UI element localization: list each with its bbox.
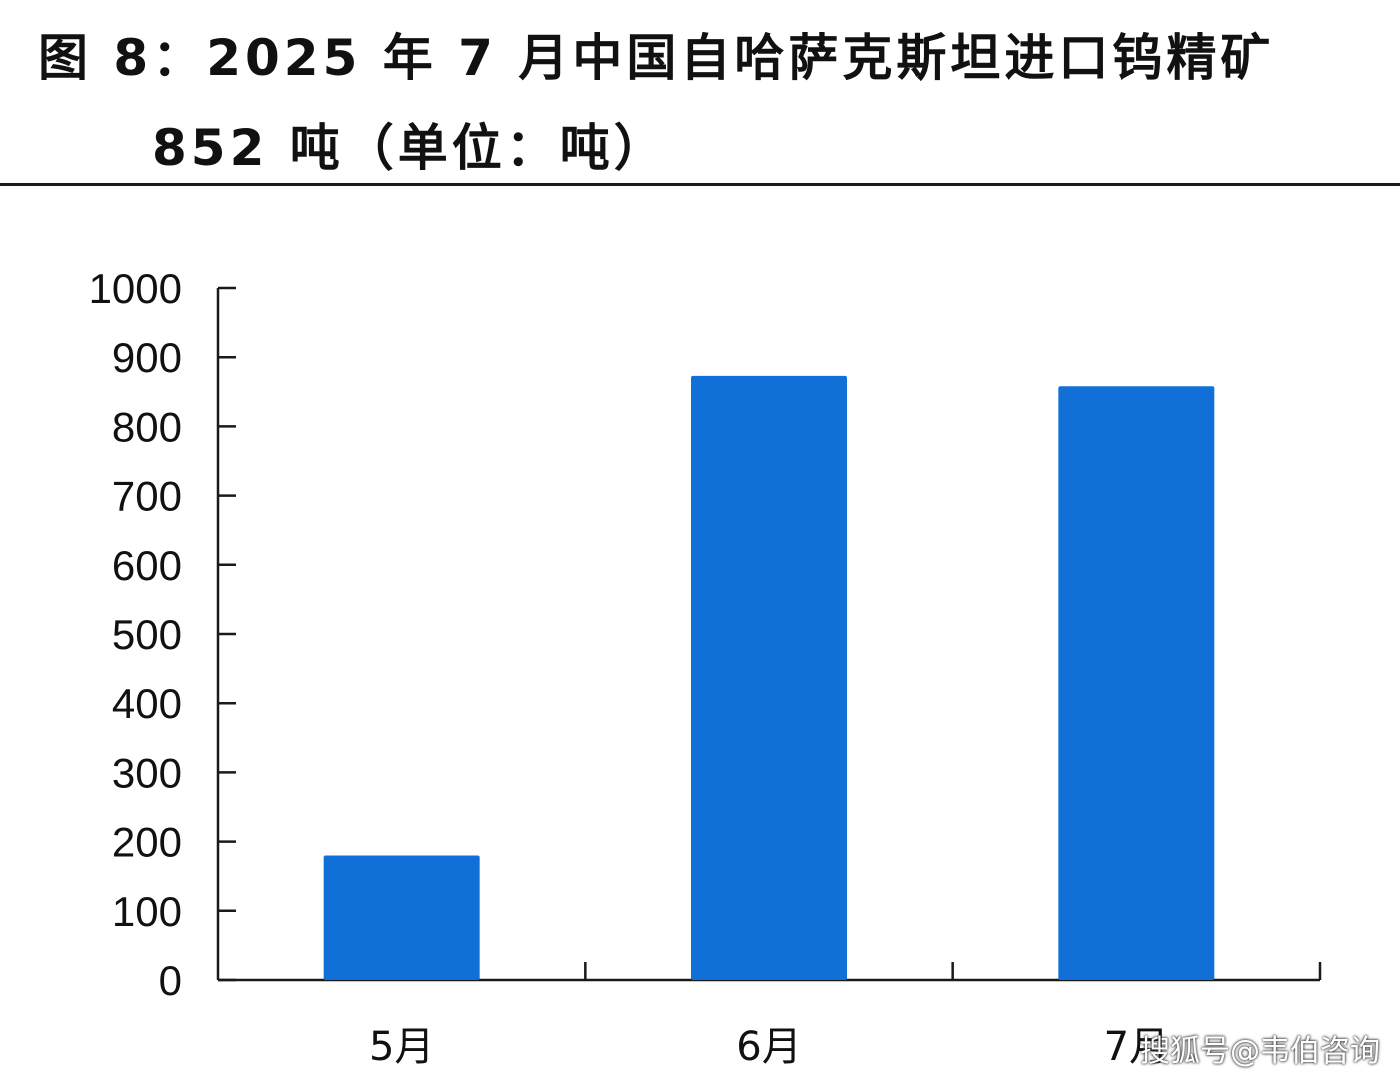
chart-title: 图 8：2025 年 7 月中国自哈萨克斯坦进口钨精矿 <box>38 29 1275 87</box>
chart-subtitle: 852 吨（单位：吨） <box>152 119 668 177</box>
x-category-label: 5月 <box>369 1024 434 1070</box>
y-tick-label: 700 <box>112 473 182 520</box>
bar-2 <box>691 375 847 980</box>
y-tick-label: 500 <box>112 611 182 658</box>
y-tick-label: 400 <box>112 680 182 727</box>
bar-1 <box>323 855 480 980</box>
watermark: 搜狐号@韦伯咨询 <box>1140 1034 1380 1069</box>
y-tick-label: 900 <box>112 334 182 381</box>
y-tick-label: 300 <box>112 749 182 796</box>
y-tick-label: 1000 <box>89 265 182 312</box>
bar-3 <box>1058 386 1215 980</box>
title-block: 图 8：2025 年 7 月中国自哈萨克斯坦进口钨精矿 852 吨（单位：吨） <box>0 0 1400 186</box>
y-tick-label: 200 <box>112 819 182 866</box>
x-category-label: 6月 <box>736 1024 801 1070</box>
y-tick-label: 100 <box>112 888 182 935</box>
y-tick-label: 600 <box>112 542 182 589</box>
x-category-label: 7月 <box>1104 1024 1169 1070</box>
y-tick-label: 800 <box>112 403 182 450</box>
y-tick-label: 0 <box>159 957 182 1004</box>
bar-chart: 0 100 200 300 400 500 600 700 800 900 1000 5月 6月 7月 <box>89 265 1322 1070</box>
